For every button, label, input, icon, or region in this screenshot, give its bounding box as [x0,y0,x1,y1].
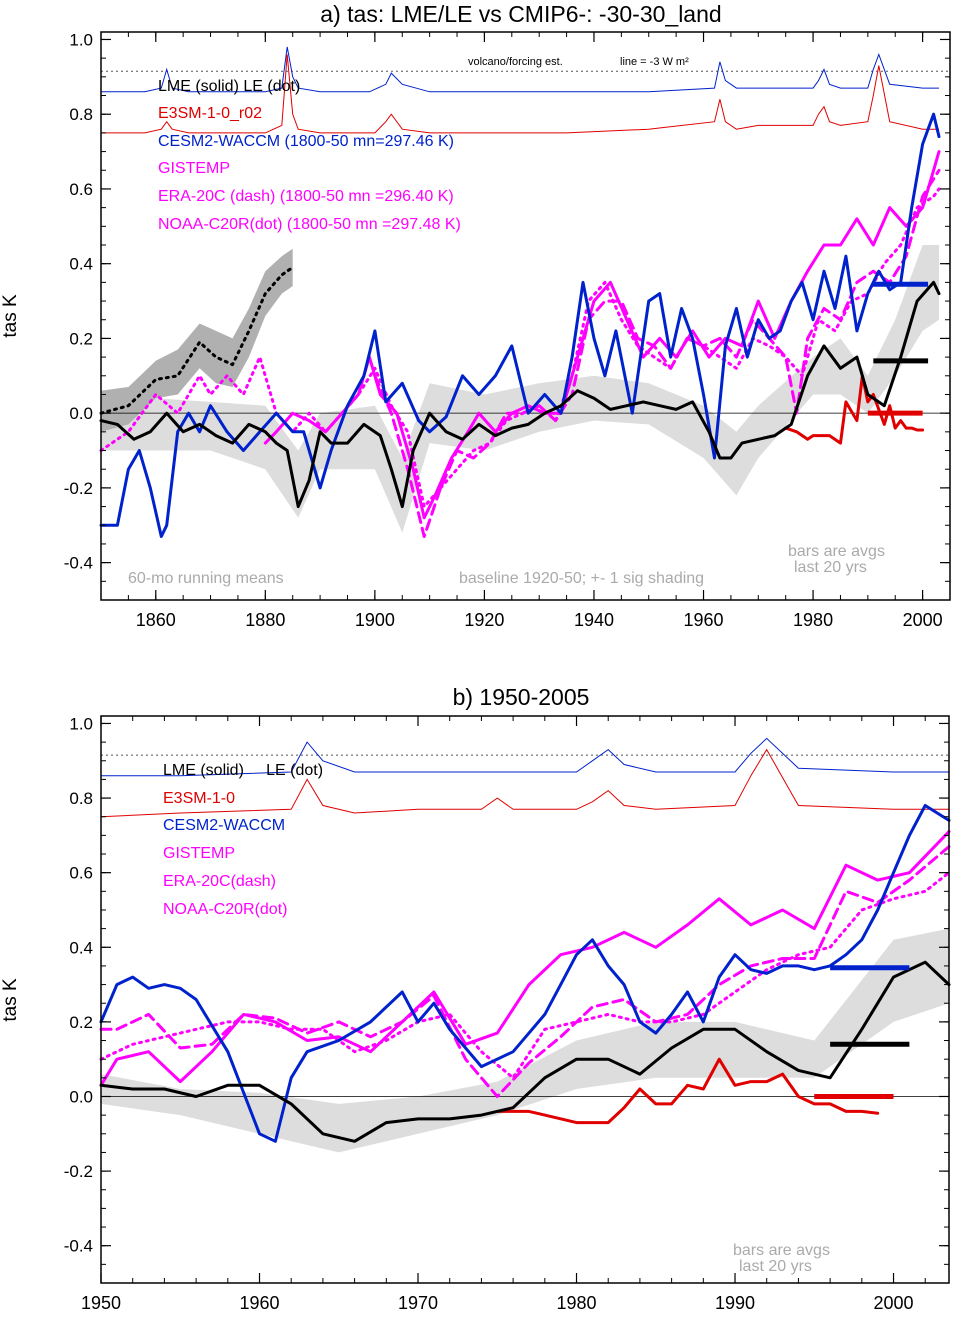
x-tick-label: 1970 [398,1293,438,1313]
x-tick-label: 1900 [355,610,395,630]
legend-era20c: ERA-20C (dash) (1800-50 mn =296.40 K) [158,188,454,205]
legend-gistemp: GISTEMP [163,845,235,862]
x-tick-label: 1980 [556,1293,596,1313]
y-tick-label: 1.0 [69,714,93,733]
forcing-e3sm-forcing [100,748,949,818]
series-era-20c [373,168,941,538]
y-tick-label: 0.4 [69,938,93,957]
axes: -0.4 -0.2 0.0 0.2 0.4 0.6 0.8 1.0 1950 1960 1970 19… [64,714,949,1313]
series-era-20c [99,845,951,1098]
panel-b-ylabel: tas K [0,978,21,1022]
y-tick-label: 0.8 [69,105,93,124]
x-tick-label: 1950 [81,1293,121,1313]
legend-noaa: NOAA-C20R(dot) [163,901,287,918]
panel-a-ylabel: tas K [0,294,21,338]
series-lme [99,960,951,1143]
forcing-cesm2-waccm-forcing [101,46,939,93]
y-tick-label: 0.2 [69,329,93,348]
x-tick-label: 1990 [715,1293,755,1313]
legend-era20c: ERA-20C(dash) [163,873,276,890]
running-mean-note: 60-mo running means [128,570,284,587]
bars-note-line2: last 20 yrs [739,1258,812,1275]
y-tick-label: 1.0 [69,30,93,49]
plot-layer [99,46,950,538]
series-e3sm-1-0 [495,1057,880,1125]
x-tick-label: 1980 [793,610,833,630]
series-gistemp [99,830,951,1087]
volcano-note: volcano/forcing est. [468,56,563,68]
y-tick-label: 0.0 [69,404,93,423]
y-tick-label: 0.6 [69,864,93,883]
legend-cesm2: CESM2-WACCM [163,817,285,834]
plot-layer [99,737,951,1153]
legend-lme-le: LME (solid) LE (dot) [158,78,300,95]
series-noaa-c20r [99,187,941,509]
panel-a-title: a) tas: LME/LE vs CMIP6-: -30-30_land [320,1,721,27]
legend-cesm2: CESM2-WACCM (1800-50 mn=297.46 K) [158,133,454,150]
series-noaa-c20r [99,871,951,1080]
forcing-cesm2-waccm-forcing [101,737,949,777]
panel-b: b) 1950-2005 tas K LME (solid) LE (dot) … [0,684,951,1313]
y-tick-label: 0.6 [69,180,93,199]
series-cesm2-waccm [99,804,951,1143]
x-tick-label: 2000 [873,1293,913,1313]
legend-gistemp: GISTEMP [158,160,230,177]
forcing-e3sm-forcing [101,54,939,134]
axes: -0.4 -0.2 0.0 0.2 0.4 0.6 0.8 1.0 1860 1880 1900 19… [64,30,951,630]
panel-b-legend: LME (solid) LE (dot) E3SM-1-0 CESM2-WACC… [163,762,323,918]
x-tick-label: 1880 [245,610,285,630]
x-tick-label: 2000 [903,610,943,630]
legend-lme-le: LME (solid) LE (dot) [163,762,323,779]
series-gistemp [263,150,941,520]
x-tick-label: 1960 [239,1293,279,1313]
series-cesm2-waccm [99,112,941,538]
panel-a: a) tas: LME/LE vs CMIP6-: -30-30_land ta… [0,1,951,630]
x-tick-label: 1920 [464,610,504,630]
legend-e3sm: E3SM-1-0_r02 [158,105,262,122]
panel-a-frame [100,31,951,601]
y-tick-label: -0.2 [64,1162,93,1181]
panel-a-legend: LME (solid) LE (dot) E3SM-1-0_r02 CESM2-… [158,78,461,233]
shading-lme-1-sig-shading [101,245,939,533]
series-le [99,265,295,415]
y-tick-label: -0.2 [64,479,93,498]
y-tick-label: 0.4 [69,255,93,274]
legend-noaa: NOAA-C20R(dot) (1800-50 mn =297.48 K) [158,216,461,233]
bars-note-line2: last 20 yrs [794,559,867,576]
series-lme [99,280,941,509]
panel-b-frame [100,715,950,1284]
legend-e3sm: E3SM-1-0 [163,790,235,807]
bars-note-line1: bars are avgs [788,543,885,560]
y-tick-label: -0.4 [64,554,93,573]
x-tick-label: 1940 [574,610,614,630]
shading-lme-1-sig-shading [101,928,949,1153]
baseline-note: baseline 1920-50; +- 1 sig shading [459,570,704,587]
y-tick-label: 0.8 [69,789,93,808]
y-tick-label: 0.2 [69,1013,93,1032]
x-tick-label: 1960 [683,610,723,630]
y-tick-label: -0.4 [64,1237,93,1256]
y-tick-label: 0.0 [69,1087,93,1106]
x-tick-label: 1860 [136,610,176,630]
bars-note-line1: bars are avgs [733,1242,830,1259]
panel-b-title: b) 1950-2005 [453,684,590,710]
forcing-line-note: line = -3 W m² [620,56,689,68]
